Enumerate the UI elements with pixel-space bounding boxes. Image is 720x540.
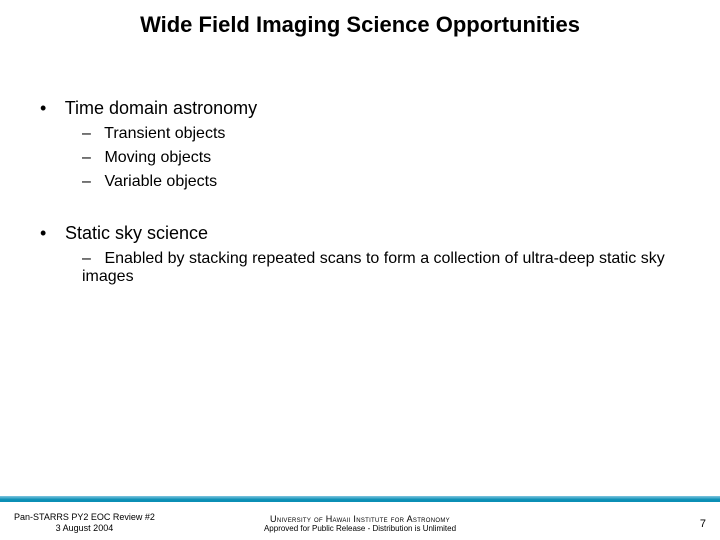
bullet-marker: – — [82, 250, 100, 268]
bullet-marker: – — [82, 125, 100, 143]
bullet-marker: • — [40, 98, 60, 119]
subbullet-transient: – Transient objects — [40, 125, 680, 143]
subbullet-moving: – Moving objects — [40, 149, 680, 167]
bullet-marker: • — [40, 223, 60, 244]
slide-footer: Pan-STARRS PY2 EOC Review #2 3 August 20… — [0, 504, 720, 540]
slide-title: Wide Field Imaging Science Opportunities — [0, 0, 720, 38]
page-number: 7 — [700, 518, 706, 530]
bullet-time-domain: • Time domain astronomy — [40, 98, 680, 119]
footer-center: University of Hawaii Institute for Astro… — [0, 514, 720, 534]
bullet-marker: – — [82, 173, 100, 191]
slide: Wide Field Imaging Science Opportunities… — [0, 0, 720, 540]
bullet-text: Moving objects — [104, 149, 211, 166]
subbullet-stacking: – Enabled by stacking repeated scans to … — [40, 250, 680, 286]
bullet-text: Static sky science — [65, 223, 208, 243]
slide-content: • Time domain astronomy – Transient obje… — [0, 38, 720, 286]
footer-center-line2: Approved for Public Release - Distributi… — [0, 524, 720, 534]
bullet-text: Variable objects — [104, 173, 217, 190]
bullet-static-sky: • Static sky science — [40, 223, 680, 244]
subbullet-variable: – Variable objects — [40, 173, 680, 191]
bullet-marker: – — [82, 149, 100, 167]
bullet-text: Time domain astronomy — [65, 98, 257, 118]
footer-divider-bar — [0, 496, 720, 502]
footer-center-line1: University of Hawaii Institute for Astro… — [0, 514, 720, 525]
bullet-text: Enabled by stacking repeated scans to fo… — [82, 250, 665, 285]
bullet-text: Transient objects — [104, 125, 225, 142]
